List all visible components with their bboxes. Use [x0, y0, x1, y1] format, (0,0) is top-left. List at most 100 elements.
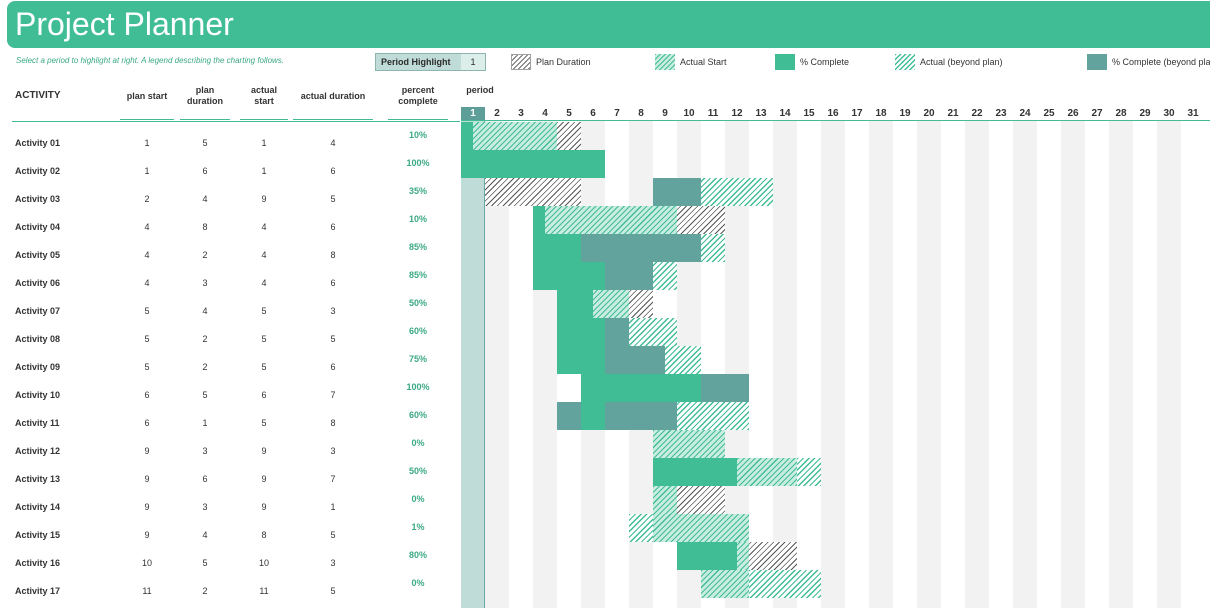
activity-name: Activity 15 [15, 530, 61, 540]
period-number: 25 [1043, 108, 1055, 119]
period-number: 14 [779, 108, 791, 119]
plan-duration-value: 2 [202, 586, 208, 596]
plan-duration-value: 8 [202, 222, 208, 232]
actual-duration-value: 5 [330, 530, 336, 540]
legend-percent-beyond: % Complete (beyond plan) [1087, 54, 1210, 70]
period-number: 15 [803, 108, 815, 119]
activity-name: Activity 16 [15, 558, 61, 568]
percent-complete-value: 50% [408, 298, 427, 308]
actual-start-value: 5 [261, 418, 267, 428]
actual-start-value: 4 [261, 250, 267, 260]
period-column [1157, 121, 1181, 608]
period-number: 23 [995, 108, 1007, 119]
percent-complete-beyond-bar [581, 234, 701, 262]
percent-complete-bar [533, 234, 581, 262]
plan-start-value: 1 [144, 138, 150, 148]
actual-duration-value: 8 [330, 250, 336, 260]
period-column [821, 121, 845, 608]
plan-start-value: 6 [144, 390, 150, 400]
plan-start-value: 6 [144, 418, 150, 428]
activity-name: Activity 13 [15, 474, 61, 484]
percent-complete-bar [533, 262, 605, 290]
actual-duration-value: 8 [330, 418, 336, 428]
percent-complete-beyond-bar [605, 402, 677, 430]
gantt-chart [461, 121, 1210, 608]
plan-duration-value: 2 [202, 362, 208, 372]
actual-beyond-plan-bar [629, 514, 653, 542]
header-actual-start: actual start [250, 85, 277, 106]
actual-duration-value: 1 [330, 502, 336, 512]
header-plan-duration: plan duration [187, 85, 223, 106]
period-number: 6 [590, 108, 596, 119]
period-number: 8 [638, 108, 644, 119]
plan-duration-value: 3 [202, 278, 208, 288]
percent-complete-bar [653, 458, 737, 486]
plan-start-value: 4 [144, 222, 150, 232]
actual-duration-value: 5 [330, 194, 336, 204]
actual-duration-value: 6 [330, 278, 336, 288]
percent-complete-value: 85% [408, 270, 427, 280]
actual-duration-value: 7 [330, 390, 336, 400]
percent-complete-bar [557, 346, 605, 374]
plan-duration-value: 4 [202, 306, 208, 316]
actual-beyond-plan-bar [797, 458, 821, 486]
period-number: 19 [899, 108, 911, 119]
period-number: 1 [470, 108, 476, 119]
plan-start-value: 4 [144, 278, 150, 288]
actual-start-value: 9 [261, 194, 267, 204]
percent-complete-value: 0% [411, 494, 425, 504]
percent-complete-value: 80% [408, 550, 427, 560]
header-underline [120, 119, 174, 120]
period-number: 4 [542, 108, 548, 119]
actual-start-value: 5 [261, 306, 267, 316]
actual-start-value: 9 [261, 502, 267, 512]
plan-start-value: 2 [144, 194, 150, 204]
rows-divider [12, 121, 460, 122]
period-number: 22 [971, 108, 983, 119]
activity-name: Activity 04 [15, 222, 61, 232]
plan-duration-value: 2 [202, 250, 208, 260]
actual-start-value: 5 [261, 334, 267, 344]
period-highlight-header-cell [461, 107, 485, 121]
plan-duration-value: 5 [202, 558, 208, 568]
plan-start-value: 5 [144, 306, 150, 316]
legend-swatch-pct [775, 54, 795, 70]
plan-start-value: 11 [142, 586, 152, 596]
activity-name: Activity 09 [15, 362, 61, 372]
legend-swatch-plan [511, 54, 531, 70]
period-highlight-input[interactable]: 1 [461, 54, 485, 70]
percent-complete-beyond-bar [701, 374, 749, 402]
activity-name: Activity 11 [15, 418, 60, 428]
percent-complete-bar [581, 374, 701, 402]
period-column [1085, 121, 1109, 608]
activity-name: Activity 07 [15, 306, 61, 316]
period-number: 7 [614, 108, 620, 119]
plan-start-value: 5 [144, 334, 150, 344]
actual-duration-value: 6 [330, 362, 336, 372]
period-number: 9 [662, 108, 668, 119]
actual-start-value: 1 [261, 166, 267, 176]
period-header-divider [461, 120, 1210, 121]
period-number: 17 [851, 108, 863, 119]
period-number: 11 [707, 108, 719, 119]
period-column [989, 121, 1013, 608]
percent-complete-bar [557, 290, 593, 318]
period-column [893, 121, 917, 608]
actual-start-value: 1 [261, 138, 267, 148]
activity-name: Activity 08 [15, 334, 61, 344]
activity-name: Activity 02 [15, 166, 61, 176]
activity-name: Activity 12 [15, 446, 61, 456]
subtitle-instruction: Select a period to highlight at right. A… [16, 56, 285, 65]
period-column [773, 121, 797, 608]
actual-start-bar [653, 430, 725, 458]
activity-name: Activity 03 [15, 194, 61, 204]
legend-label: Actual Start [680, 57, 727, 67]
period-column [1061, 121, 1085, 608]
actual-duration-value: 5 [330, 334, 336, 344]
actual-duration-value: 3 [330, 306, 336, 316]
percent-complete-value: 0% [411, 578, 425, 588]
period-number: 12 [731, 108, 743, 119]
period-number: 26 [1067, 108, 1079, 119]
period-column [917, 121, 941, 608]
plan-duration-value: 6 [202, 474, 208, 484]
